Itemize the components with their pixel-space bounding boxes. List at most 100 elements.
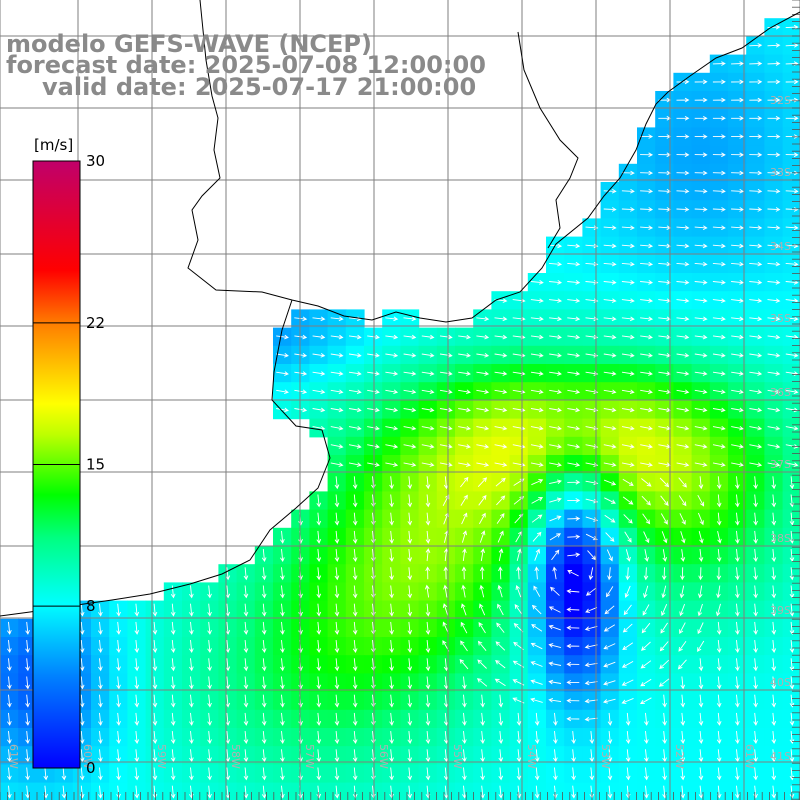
- wind-arrow: [443, 566, 449, 580]
- wind-arrow: [731, 444, 744, 449]
- wind-arrow: [771, 549, 777, 563]
- wind-arrow: [170, 731, 176, 745]
- wind-arrow: [789, 712, 795, 726]
- wind-arrow: [571, 767, 576, 781]
- wind-arrow: [458, 353, 471, 358]
- wind-arrow: [276, 334, 289, 340]
- wind-arrow: [603, 334, 617, 340]
- wind-arrow: [731, 334, 744, 340]
- wind-arrow: [694, 462, 708, 467]
- wind-arrow: [603, 261, 617, 267]
- wind-arrow: [385, 444, 399, 449]
- wind-arrow: [567, 479, 581, 485]
- wind-arrow: [461, 566, 467, 580]
- wind-arrow: [753, 603, 758, 617]
- wind-arrow: [567, 371, 581, 376]
- wind-arrow: [712, 225, 726, 231]
- wind-arrow: [458, 371, 471, 376]
- wind-arrow: [749, 298, 763, 303]
- wind-arrow: [170, 694, 176, 708]
- wind-arrow: [334, 530, 340, 544]
- wind-arrow: [785, 316, 799, 322]
- wind-arrow: [367, 407, 380, 413]
- wind-arrow: [731, 243, 745, 249]
- wind-arrow: [716, 585, 721, 599]
- wind-arrow: [640, 207, 654, 212]
- wind-arrow: [516, 731, 522, 745]
- wind-arrow: [677, 659, 687, 670]
- wind-arrow: [753, 749, 758, 763]
- wind-arrow: [312, 371, 326, 376]
- wind-arrow: [712, 61, 726, 66]
- wind-arrow: [225, 603, 231, 617]
- wind-arrow: [662, 767, 667, 781]
- wind-arrow: [476, 316, 490, 322]
- wind-arrow: [735, 530, 740, 544]
- wind-arrow: [767, 280, 781, 285]
- wind-arrow: [735, 785, 740, 799]
- wind-arrow: [225, 640, 231, 654]
- wind-arrow: [697, 512, 704, 526]
- wind-arrow: [694, 261, 708, 267]
- wind-arrow: [334, 621, 340, 635]
- wind-arrow: [207, 585, 212, 599]
- wind-arrow: [7, 712, 12, 726]
- wind-arrow: [749, 152, 763, 158]
- wind-arrow: [567, 334, 581, 340]
- wind-arrow: [571, 749, 576, 763]
- wind-arrow: [424, 584, 430, 598]
- wind-arrow: [79, 621, 85, 635]
- wind-arrow: [407, 567, 413, 581]
- longitude-label: 55W: [451, 744, 464, 769]
- wind-arrow: [348, 444, 362, 449]
- wind-arrow: [514, 604, 523, 615]
- wind-arrow: [531, 514, 543, 523]
- wind-arrow: [458, 444, 471, 449]
- wind-arrow: [152, 767, 158, 781]
- wind-arrow: [477, 659, 487, 669]
- wind-arrow: [716, 731, 722, 745]
- valid-date: valid date: 2025-07-17 21:00:00: [42, 73, 477, 101]
- wind-arrow: [425, 712, 431, 726]
- wind-arrow: [116, 712, 121, 726]
- wind-arrow: [352, 567, 358, 581]
- wind-arrow: [603, 680, 616, 686]
- wind-arrow: [549, 371, 562, 376]
- latitude-label: 36S: [770, 386, 791, 399]
- wind-arrow: [716, 621, 722, 635]
- wind-arrow: [659, 641, 669, 652]
- wind-arrow: [280, 694, 285, 708]
- wind-arrow: [694, 207, 708, 212]
- wind-arrow: [567, 389, 581, 395]
- wind-arrow: [567, 280, 581, 285]
- wind-arrow: [534, 749, 540, 763]
- wind-arrow: [789, 567, 795, 581]
- wind-arrow: [767, 243, 781, 249]
- wind-arrow: [621, 334, 635, 340]
- wind-arrow: [623, 604, 632, 616]
- wind-arrow: [566, 625, 580, 631]
- wind-arrow: [407, 658, 413, 672]
- wind-arrow: [189, 694, 194, 708]
- wind-arrow: [731, 298, 745, 303]
- wind-arrow: [480, 731, 485, 745]
- wind-arrow: [98, 731, 103, 745]
- wind-arrow: [61, 785, 67, 799]
- wind-arrow: [334, 694, 340, 708]
- wind-arrow: [753, 676, 758, 690]
- wind-arrow: [25, 749, 30, 763]
- wind-arrow: [367, 425, 380, 431]
- wind-arrow: [676, 97, 690, 103]
- wind-arrow: [603, 479, 617, 486]
- wind-arrow: [261, 731, 267, 745]
- wind-arrow: [243, 567, 249, 581]
- wind-arrow: [589, 749, 595, 763]
- wind-arrow: [462, 767, 467, 781]
- wind-arrow: [225, 658, 231, 672]
- wind-arrow: [316, 549, 322, 563]
- wind-arrow: [749, 43, 763, 48]
- wind-arrow: [79, 712, 85, 726]
- wind-arrow: [334, 549, 340, 563]
- wind-arrow: [625, 549, 631, 562]
- wind-arrow: [352, 658, 358, 672]
